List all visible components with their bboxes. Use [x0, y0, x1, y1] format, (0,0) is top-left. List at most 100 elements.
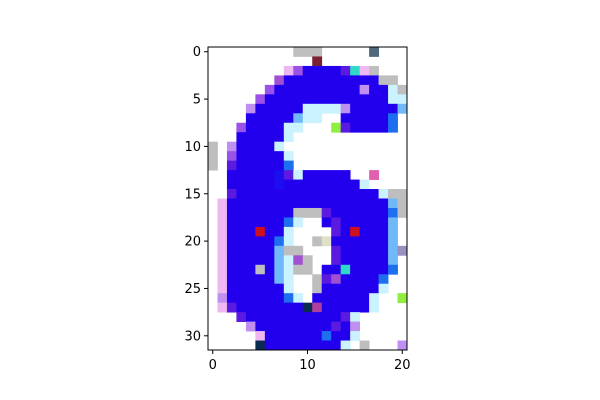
- heatmap-cell: [265, 312, 275, 322]
- heatmap-cell: [208, 142, 218, 152]
- heatmap-cell: [293, 189, 303, 199]
- heatmap-cell: [284, 180, 294, 190]
- heatmap-cell: [388, 75, 398, 85]
- heatmap-cell: [265, 113, 275, 123]
- heatmap-cell: [284, 284, 294, 294]
- heatmap-cell: [265, 94, 275, 104]
- heatmap-cell: [312, 94, 322, 104]
- heatmap-cell: [350, 85, 360, 95]
- heatmap-cell: [388, 265, 398, 275]
- heatmap-cell: [293, 104, 303, 114]
- heatmap-cell: [265, 331, 275, 341]
- heatmap-cell: [303, 170, 313, 180]
- heatmap-cell: [360, 113, 370, 123]
- heatmap-cell: [331, 312, 341, 322]
- heatmap-cell: [379, 104, 389, 114]
- heatmap-cell: [369, 47, 379, 57]
- heatmap-cell: [236, 246, 246, 256]
- heatmap-cell: [312, 341, 322, 351]
- heatmap-cell: [274, 303, 284, 313]
- heatmap-cell: [265, 161, 275, 171]
- heatmap-cell: [322, 322, 332, 332]
- heatmap-cell: [217, 274, 227, 284]
- heatmap-cell: [265, 142, 275, 152]
- heatmap-cell: [379, 236, 389, 246]
- heatmap-cell: [322, 85, 332, 95]
- heatmap-cell: [379, 75, 389, 85]
- heatmap-cell: [265, 236, 275, 246]
- x-tick-label: 10: [299, 358, 316, 373]
- heatmap-cell: [265, 151, 275, 161]
- heatmap-cell: [350, 189, 360, 199]
- heatmap-cell: [293, 341, 303, 351]
- heatmap-cell: [265, 199, 275, 209]
- heatmap-cell: [255, 227, 265, 237]
- heatmap-cell: [360, 94, 370, 104]
- heatmap-cell: [274, 113, 284, 123]
- heatmap-cell: [246, 180, 256, 190]
- heatmap-cell: [369, 255, 379, 265]
- heatmap-cell: [284, 274, 294, 284]
- heatmap-cell: [398, 246, 408, 256]
- heatmap-cell: [303, 189, 313, 199]
- heatmap-cell: [303, 331, 313, 341]
- heatmap-cell: [274, 123, 284, 133]
- heatmap-cell: [341, 274, 351, 284]
- heatmap-cell: [350, 322, 360, 332]
- heatmap-cell: [217, 246, 227, 256]
- heatmap-cell: [217, 284, 227, 294]
- heatmap-cell: [255, 265, 265, 275]
- heatmap-cell: [217, 199, 227, 209]
- heatmap-cell: [360, 66, 370, 76]
- heatmap-cell: [341, 199, 351, 209]
- heatmap-cell: [331, 75, 341, 85]
- heatmap-cell: [322, 66, 332, 76]
- heatmap-cell: [274, 170, 284, 180]
- heatmap-cell: [379, 255, 389, 265]
- heatmap-cell: [360, 265, 370, 275]
- heatmap-cell: [227, 284, 237, 294]
- heatmap-cell: [274, 331, 284, 341]
- heatmap-cell: [369, 189, 379, 199]
- heatmap-cell: [274, 236, 284, 246]
- heatmap-cell: [360, 208, 370, 218]
- heatmap-cell: [303, 113, 313, 123]
- heatmap-cell: [284, 208, 294, 218]
- heatmap-cell: [255, 331, 265, 341]
- heatmap-cell: [398, 94, 408, 104]
- heatmap-cell: [293, 85, 303, 95]
- heatmap-cell: [246, 104, 256, 114]
- heatmap-cell: [274, 217, 284, 227]
- heatmap-cell: [360, 255, 370, 265]
- heatmap-cell: [322, 303, 332, 313]
- heatmap-cell: [236, 161, 246, 171]
- heatmap-cell: [265, 274, 275, 284]
- heatmap-cell: [369, 265, 379, 275]
- heatmap-cell: [379, 123, 389, 133]
- heatmap-cell: [274, 227, 284, 237]
- heatmap-cell: [331, 199, 341, 209]
- heatmap-cell: [341, 189, 351, 199]
- heatmap-cell: [369, 104, 379, 114]
- heatmap-cell: [293, 123, 303, 133]
- heatmap-cell: [341, 293, 351, 303]
- heatmap-cell: [208, 151, 218, 161]
- heatmap-cell: [379, 274, 389, 284]
- heatmap-cell: [236, 227, 246, 237]
- heatmap-cell: [303, 265, 313, 275]
- heatmap-cell: [369, 123, 379, 133]
- heatmap-cell: [341, 322, 351, 332]
- heatmap-cell: [255, 170, 265, 180]
- heatmap-cell: [341, 123, 351, 133]
- heatmap-cell: [284, 312, 294, 322]
- heatmap-cell: [331, 227, 341, 237]
- heatmap-cell: [312, 208, 322, 218]
- heatmap-cell: [360, 189, 370, 199]
- heatmap-cell: [236, 312, 246, 322]
- heatmap-cell: [246, 189, 256, 199]
- heatmap-cell: [265, 208, 275, 218]
- heatmap-cell: [312, 104, 322, 114]
- heatmap-cell: [360, 341, 370, 351]
- heatmap-cell: [331, 123, 341, 133]
